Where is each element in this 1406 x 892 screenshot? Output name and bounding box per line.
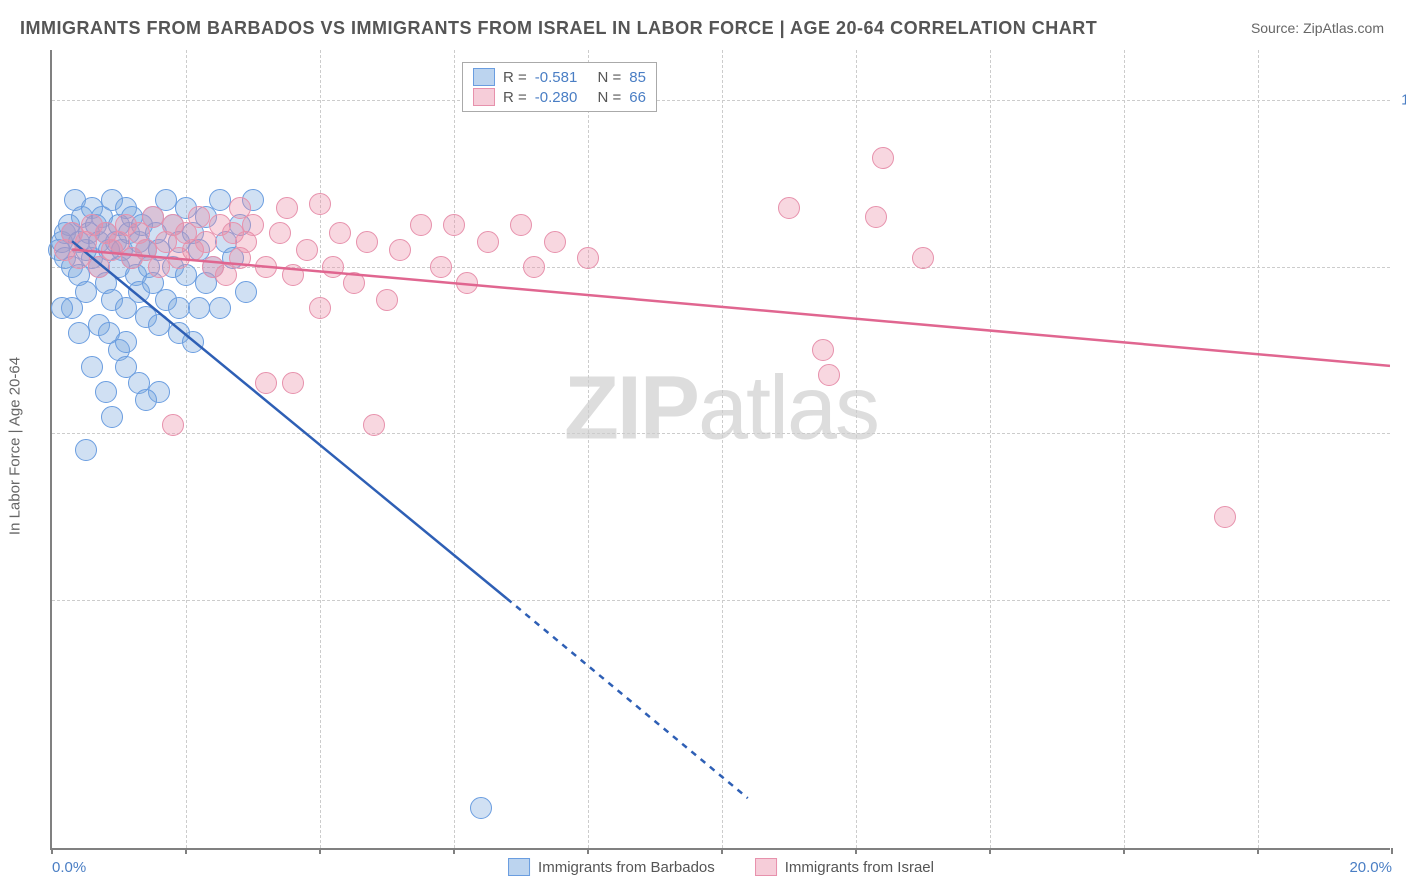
data-point (235, 281, 257, 303)
n-value-israel: 66 (629, 89, 646, 106)
data-point (182, 331, 204, 353)
data-point (309, 193, 331, 215)
legend-label-israel: Immigrants from Israel (785, 859, 934, 876)
data-point (322, 256, 344, 278)
data-point (148, 256, 170, 278)
data-point (255, 256, 277, 278)
data-point (812, 339, 834, 361)
y-tick-label: 100.0% (1397, 92, 1406, 109)
data-point (818, 364, 840, 386)
legend-item-israel: Immigrants from Israel (755, 858, 934, 876)
data-point (477, 231, 499, 253)
stats-row-israel: R = -0.280 N = 66 (473, 87, 646, 107)
n-value-barbados: 85 (629, 69, 646, 86)
data-point (148, 314, 170, 336)
data-point (81, 356, 103, 378)
data-point (255, 372, 277, 394)
source-attribution: Source: ZipAtlas.com (1251, 20, 1384, 36)
data-point (363, 414, 385, 436)
data-point (376, 289, 398, 311)
data-point (510, 214, 532, 236)
y-axis-label: In Labor Force | Age 20-64 (7, 357, 24, 535)
stats-row-barbados: R = -0.581 N = 85 (473, 67, 646, 87)
data-point (51, 297, 73, 319)
data-point (544, 231, 566, 253)
data-point (115, 356, 137, 378)
x-tick-label: 0.0% (52, 859, 86, 876)
x-tick-label: 20.0% (1349, 859, 1392, 876)
y-tick-label: 80.0% (1397, 258, 1406, 275)
swatch-barbados (473, 68, 495, 86)
data-point (309, 297, 331, 319)
data-point (162, 414, 184, 436)
watermark-bold: ZIP (564, 359, 698, 459)
data-point (443, 214, 465, 236)
data-point (282, 372, 304, 394)
data-point (276, 197, 298, 219)
legend: Immigrants from Barbados Immigrants from… (508, 858, 934, 876)
r-label: R = (503, 69, 527, 86)
legend-item-barbados: Immigrants from Barbados (508, 858, 715, 876)
data-point (410, 214, 432, 236)
data-point (523, 256, 545, 278)
data-point (577, 247, 599, 269)
data-point (188, 206, 210, 228)
swatch-israel (473, 88, 495, 106)
data-point (329, 222, 351, 244)
r-value-barbados: -0.581 (535, 69, 578, 86)
data-point (865, 206, 887, 228)
data-point (68, 322, 90, 344)
data-point (343, 272, 365, 294)
data-point (778, 197, 800, 219)
y-tick-label: 60.0% (1397, 425, 1406, 442)
data-point (912, 247, 934, 269)
data-point (470, 797, 492, 819)
data-point (209, 297, 231, 319)
chart-title: IMMIGRANTS FROM BARBADOS VS IMMIGRANTS F… (20, 18, 1097, 39)
legend-swatch-israel (755, 858, 777, 876)
n-label: N = (597, 69, 621, 86)
trend-lines (52, 50, 1390, 848)
data-point (168, 297, 190, 319)
data-point (242, 214, 264, 236)
r-label: R = (503, 89, 527, 106)
data-point (282, 264, 304, 286)
legend-label-barbados: Immigrants from Barbados (538, 859, 715, 876)
data-point (101, 406, 123, 428)
data-point (296, 239, 318, 261)
data-point (456, 272, 478, 294)
data-point (389, 239, 411, 261)
data-point (75, 439, 97, 461)
data-point (95, 381, 117, 403)
data-point (356, 231, 378, 253)
data-point (872, 147, 894, 169)
data-point (115, 331, 137, 353)
watermark-light: atlas (698, 359, 878, 459)
correlation-stats-box: R = -0.581 N = 85 R = -0.280 N = 66 (462, 62, 657, 112)
r-value-israel: -0.280 (535, 89, 578, 106)
data-point (209, 189, 231, 211)
data-point (1214, 506, 1236, 528)
data-point (269, 222, 291, 244)
data-point (142, 206, 164, 228)
data-point (188, 297, 210, 319)
data-point (135, 389, 157, 411)
plot-area: ZIPatlas 40.0%60.0%80.0%100.0%0.0%20.0% … (50, 50, 1390, 850)
data-point (430, 256, 452, 278)
legend-swatch-barbados (508, 858, 530, 876)
y-tick-label: 40.0% (1397, 592, 1406, 609)
n-label: N = (597, 89, 621, 106)
